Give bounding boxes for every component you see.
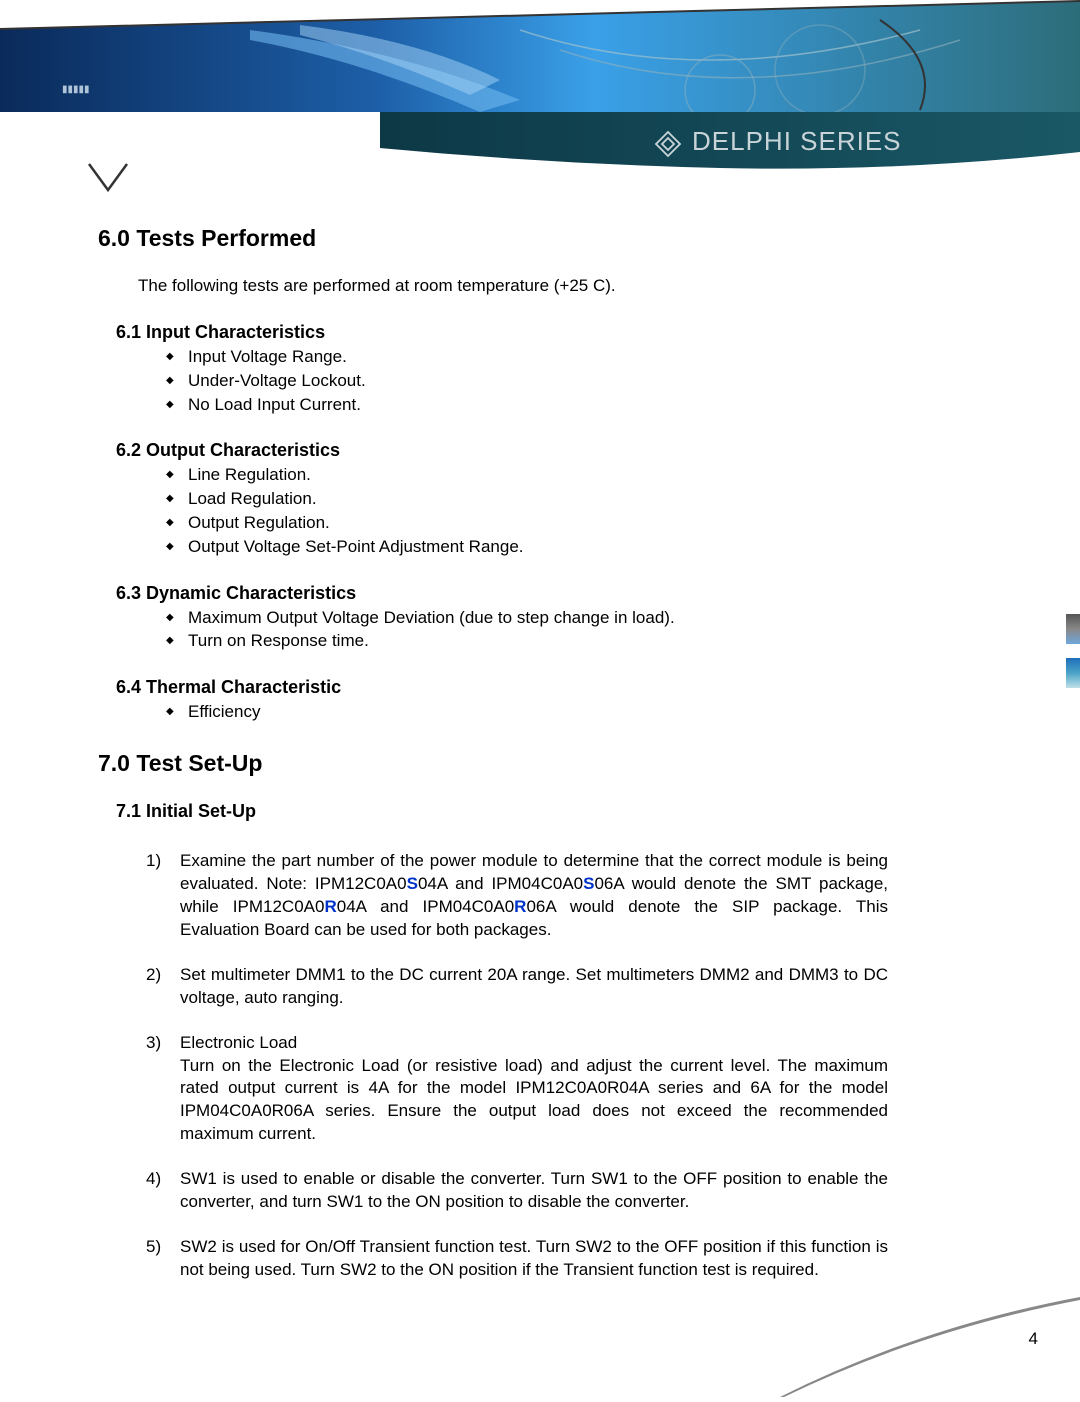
list-item: Load Regulation.	[166, 487, 888, 511]
section-6-intro: The following tests are performed at roo…	[138, 276, 888, 296]
page-number: 4	[1029, 1329, 1038, 1349]
list-item: Input Voltage Range.	[166, 345, 888, 369]
brand-text: DELPHI SERIES	[692, 126, 902, 156]
chevron-down-icon	[85, 160, 131, 203]
list-item: Efficiency	[166, 700, 888, 724]
list-item: Turn on Response time.	[166, 629, 888, 653]
list-item: Output Voltage Set-Point Adjustment Rang…	[166, 535, 888, 559]
document-body: 6.0 Tests Performed The following tests …	[98, 225, 888, 1304]
section-7-1-heading: 7.1 Initial Set-Up	[116, 801, 888, 822]
subsection-heading: 6.4 Thermal Characteristic	[116, 677, 888, 698]
step-item: Electronic LoadTurn on the Electronic Lo…	[146, 1032, 888, 1147]
subsection-heading: 6.3 Dynamic Characteristics	[116, 583, 888, 604]
step-item: Set multimeter DMM1 to the DC current 20…	[146, 964, 888, 1010]
side-tabs	[1066, 614, 1080, 702]
subsection-heading: 6.2 Output Characteristics	[116, 440, 888, 461]
side-tab-1	[1066, 614, 1080, 644]
step-item: SW1 is used to enable or disable the con…	[146, 1168, 888, 1214]
subsection-list: Line Regulation.Load Regulation.Output R…	[166, 463, 888, 558]
list-item: No Load Input Current.	[166, 393, 888, 417]
header-banner: ▮▮▮▮▮ DELPHI SERIES	[0, 0, 1080, 200]
setup-steps: Examine the part number of the power mod…	[146, 850, 888, 1282]
list-item: Maximum Output Voltage Deviation (due to…	[166, 606, 888, 630]
svg-text:▮▮▮▮▮: ▮▮▮▮▮	[62, 84, 90, 95]
list-item: Under-Voltage Lockout.	[166, 369, 888, 393]
subsection-list: Input Voltage Range.Under-Voltage Lockou…	[166, 345, 888, 416]
subsection-list: Efficiency	[166, 700, 888, 724]
subsection-list: Maximum Output Voltage Deviation (due to…	[166, 606, 888, 654]
section-7-heading: 7.0 Test Set-Up	[98, 750, 888, 777]
list-item: Line Regulation.	[166, 463, 888, 487]
section-6-heading: 6.0 Tests Performed	[98, 225, 888, 252]
subsection-heading: 6.1 Input Characteristics	[116, 322, 888, 343]
side-tab-2	[1066, 658, 1080, 688]
list-item: Output Regulation.	[166, 511, 888, 535]
step-item: Examine the part number of the power mod…	[146, 850, 888, 942]
